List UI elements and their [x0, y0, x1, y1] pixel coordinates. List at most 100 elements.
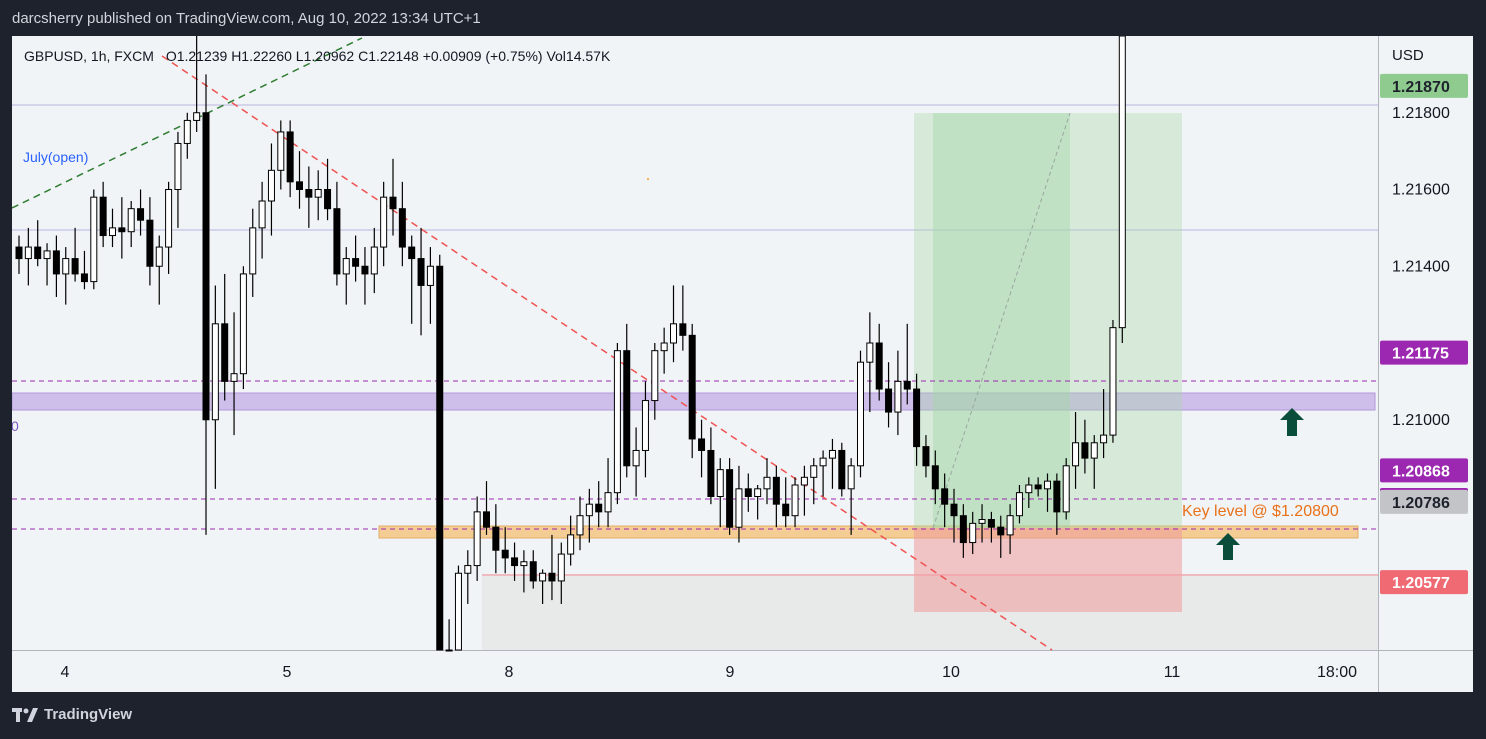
candle: [641, 381, 649, 478]
candle: [296, 151, 303, 209]
candle-body-up: [174, 142, 182, 190]
candle-body-up: [557, 553, 565, 582]
candle-body-down: [436, 265, 444, 651]
candle-body-up: [604, 492, 612, 513]
candle-body-up: [1100, 434, 1108, 444]
candle: [15, 235, 23, 274]
candle: [52, 235, 60, 297]
key-level-label: Key level @ $1.20800: [1182, 503, 1339, 520]
candle: [426, 247, 434, 324]
candle-body-down: [726, 469, 734, 528]
candle: [707, 427, 715, 505]
chart-panel[interactable]: GBPUSD, 1h, FXCM O1.21239 H1.22260 L1.20…: [11, 35, 1473, 692]
candle: [1053, 473, 1061, 535]
candle-body-down: [595, 503, 603, 513]
candle: [539, 569, 547, 604]
candle-body-up: [258, 200, 266, 229]
candle-body-up: [473, 511, 481, 567]
candle: [165, 181, 173, 274]
candles-layer: [15, 35, 1126, 652]
up-arrow-upper-icon: [1280, 408, 1304, 436]
candle-body-down: [511, 557, 519, 567]
candle-body-down: [997, 526, 1005, 536]
candle-body-down: [922, 446, 930, 467]
candle-body-up: [763, 476, 771, 490]
price-tag: 1.20868: [1380, 458, 1468, 483]
y-tick-label: 1.21600: [1392, 182, 1450, 199]
candle-body-up: [165, 189, 173, 248]
candle-body-up: [894, 380, 902, 413]
candle-body-up: [267, 169, 275, 202]
candle: [34, 220, 42, 267]
candle: [520, 550, 528, 593]
candle-body-up: [576, 515, 584, 536]
candle: [230, 312, 238, 436]
candle: [576, 496, 584, 551]
candle-body-up: [978, 519, 986, 524]
july-open-label: July(open): [23, 149, 88, 165]
candle: [43, 243, 51, 286]
candle-body-up: [641, 400, 649, 451]
candle-body-up: [464, 565, 472, 574]
candle: [679, 285, 687, 351]
candle: [193, 36, 201, 132]
candle: [473, 496, 481, 581]
candle-body-up: [277, 131, 285, 171]
position-path-line: [932, 112, 1071, 529]
candle-body-down: [361, 265, 369, 275]
x-tick-label: 9: [726, 664, 735, 681]
candle: [305, 166, 313, 228]
candle: [1118, 35, 1126, 343]
candle: [1072, 412, 1080, 489]
candle-body-down: [286, 131, 294, 183]
key-level-zone: [378, 525, 1359, 539]
candle-body-up: [613, 350, 621, 494]
price-tag: 1.21175: [1380, 340, 1468, 365]
candle-body-up: [43, 250, 51, 260]
candle: [380, 181, 388, 267]
candle-body-down: [15, 246, 23, 260]
candle: [324, 158, 332, 221]
candle: [1109, 319, 1117, 443]
candle-body-down: [913, 388, 921, 448]
candle: [735, 465, 743, 543]
tradingview-logo-icon: [12, 707, 38, 722]
target-zone: [914, 113, 1182, 528]
candle-body-up: [791, 484, 799, 517]
brand-name: TradingView: [44, 706, 133, 723]
candle: [492, 504, 500, 574]
candle-body-up: [716, 469, 724, 498]
candle-body-down: [324, 189, 332, 210]
price-tag-label: 1.20786: [1392, 495, 1450, 512]
candle: [810, 458, 818, 505]
candle-body-down: [698, 438, 706, 451]
symbol-legend[interactable]: GBPUSD, 1h, FXCM O1.21239 H1.22260 L1.20…: [24, 48, 611, 64]
candle: [352, 235, 360, 282]
x-tick-label: 4: [61, 664, 70, 681]
candle: [950, 488, 958, 543]
price-chart[interactable]: GBPUSD, 1h, FXCM O1.21239 H1.22260 L1.20…: [11, 35, 1473, 692]
candle: [698, 419, 706, 478]
candle-body-down: [838, 449, 846, 490]
candle: [819, 450, 827, 497]
candle: [99, 181, 107, 248]
candle: [1044, 473, 1051, 512]
candle: [1100, 389, 1108, 459]
x-tick-label: 8: [505, 664, 514, 681]
symbol-label[interactable]: GBPUSD, 1h, FXCM: [24, 48, 154, 64]
candle: [1006, 504, 1014, 555]
candle: [137, 189, 145, 236]
brand-footer[interactable]: TradingView: [12, 706, 132, 723]
candle-body-up: [24, 246, 32, 260]
candle-body-up: [230, 373, 238, 382]
candle-body-up: [1109, 327, 1117, 436]
x-tick-label: 18:00: [1317, 664, 1357, 681]
candle: [670, 285, 677, 363]
candle-body-down: [52, 250, 60, 275]
candle-body-down: [34, 246, 42, 260]
time-axis-area[interactable]: [12, 650, 1473, 692]
candle-body-up: [847, 465, 855, 490]
up-arrow-lower-icon: [1216, 533, 1240, 560]
y-tick-label: 1.21800: [1392, 105, 1450, 122]
candle: [987, 511, 995, 543]
